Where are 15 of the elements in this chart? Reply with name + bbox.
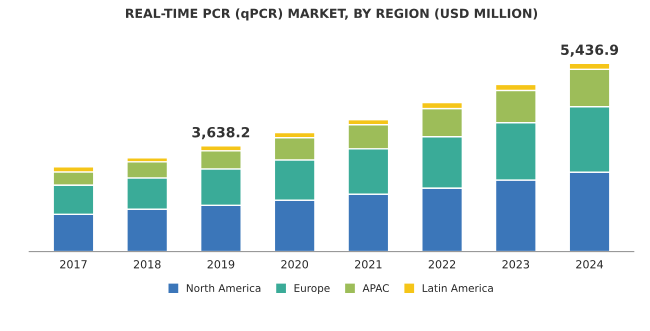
x-tick-label: 2019 xyxy=(208,260,234,268)
x-tick-label: 2017 xyxy=(60,260,87,268)
x-tick-label: 2023 xyxy=(502,260,530,268)
legend-label: APAC xyxy=(362,284,389,292)
annotation: 3,638.2 xyxy=(192,126,250,140)
x-tick-label: 2024 xyxy=(576,260,604,268)
annotation: 5,436.9 xyxy=(561,44,618,57)
x-tick-label: 2018 xyxy=(134,260,161,268)
legend-label: Latin America xyxy=(422,284,493,292)
legend-label: Europe xyxy=(294,284,330,294)
x-tick-label: 2020 xyxy=(281,260,308,268)
x-tick-label: 2022 xyxy=(428,260,456,268)
x-tick-label: 2021 xyxy=(355,260,382,268)
legend-label: North America xyxy=(186,284,260,292)
chart-title: REAL-TIME PCR (qPCR) MARKET, BY REGION (USD MILLION) xyxy=(126,8,538,21)
